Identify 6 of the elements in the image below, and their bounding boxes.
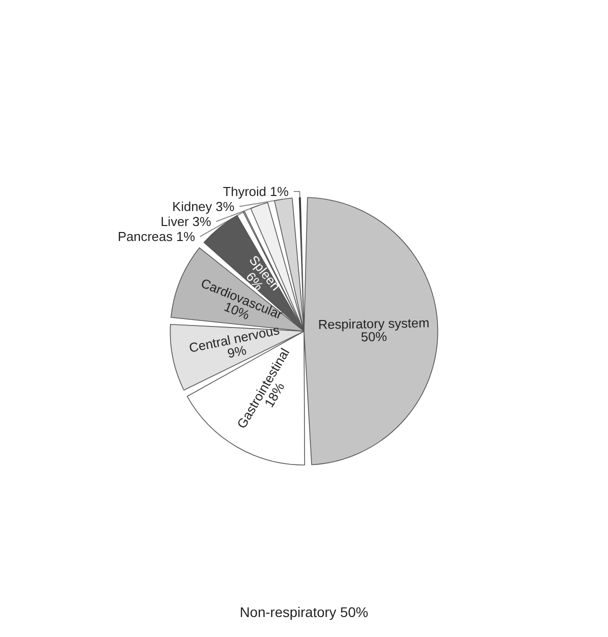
slice-label: Kidney 3% (172, 199, 235, 214)
slice-label: Respiratory system (318, 315, 430, 332)
slice-label: Pancreas 1% (118, 229, 196, 244)
slice-label: Liver 3% (160, 214, 212, 230)
text: Non-respiratory 50% (240, 604, 368, 620)
slice-label: Thyroid 1% (222, 184, 290, 200)
